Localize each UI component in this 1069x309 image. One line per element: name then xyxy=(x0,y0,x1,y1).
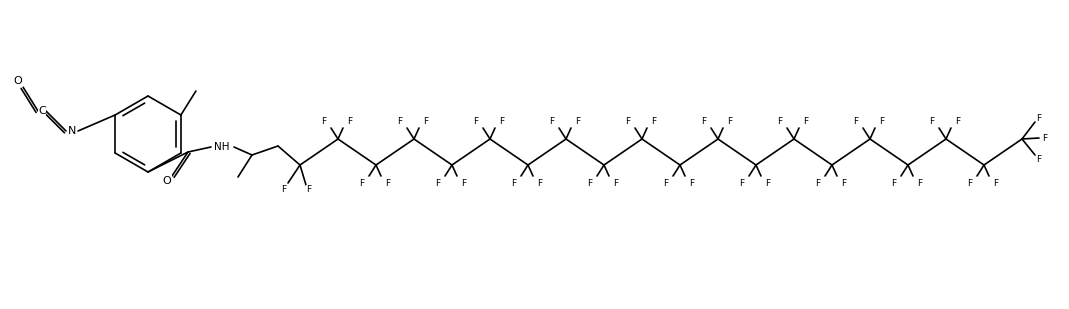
Text: F: F xyxy=(892,179,897,188)
Text: F: F xyxy=(664,179,668,188)
Text: F: F xyxy=(347,116,353,125)
Text: F: F xyxy=(967,179,973,188)
Text: F: F xyxy=(701,116,707,125)
Text: F: F xyxy=(359,179,365,188)
Text: F: F xyxy=(307,185,311,194)
Text: F: F xyxy=(281,184,286,193)
Text: F: F xyxy=(1042,133,1048,142)
Text: F: F xyxy=(956,116,961,125)
Text: F: F xyxy=(841,179,847,188)
Text: F: F xyxy=(816,179,821,188)
Text: F: F xyxy=(993,179,998,188)
Text: F: F xyxy=(511,179,516,188)
Text: F: F xyxy=(690,179,695,188)
Text: F: F xyxy=(538,179,543,188)
Text: F: F xyxy=(917,179,923,188)
Text: F: F xyxy=(462,179,466,188)
Text: C: C xyxy=(38,106,46,116)
Text: F: F xyxy=(398,116,403,125)
Text: F: F xyxy=(625,116,631,125)
Text: O: O xyxy=(162,176,171,186)
Text: F: F xyxy=(386,179,390,188)
Text: F: F xyxy=(777,116,783,125)
Text: N: N xyxy=(67,126,76,136)
Text: F: F xyxy=(588,179,592,188)
Text: F: F xyxy=(423,116,429,125)
Text: F: F xyxy=(1037,113,1041,122)
Text: F: F xyxy=(322,116,326,125)
Text: F: F xyxy=(575,116,580,125)
Text: F: F xyxy=(499,116,505,125)
Text: F: F xyxy=(804,116,808,125)
Text: F: F xyxy=(614,179,619,188)
Text: F: F xyxy=(853,116,858,125)
Text: F: F xyxy=(651,116,656,125)
Text: F: F xyxy=(435,179,440,188)
Text: F: F xyxy=(1037,154,1041,163)
Text: NH: NH xyxy=(214,142,230,152)
Text: F: F xyxy=(765,179,771,188)
Text: F: F xyxy=(740,179,745,188)
Text: O: O xyxy=(14,76,22,86)
Text: F: F xyxy=(549,116,555,125)
Text: F: F xyxy=(929,116,934,125)
Text: F: F xyxy=(880,116,884,125)
Text: F: F xyxy=(474,116,479,125)
Text: F: F xyxy=(727,116,732,125)
